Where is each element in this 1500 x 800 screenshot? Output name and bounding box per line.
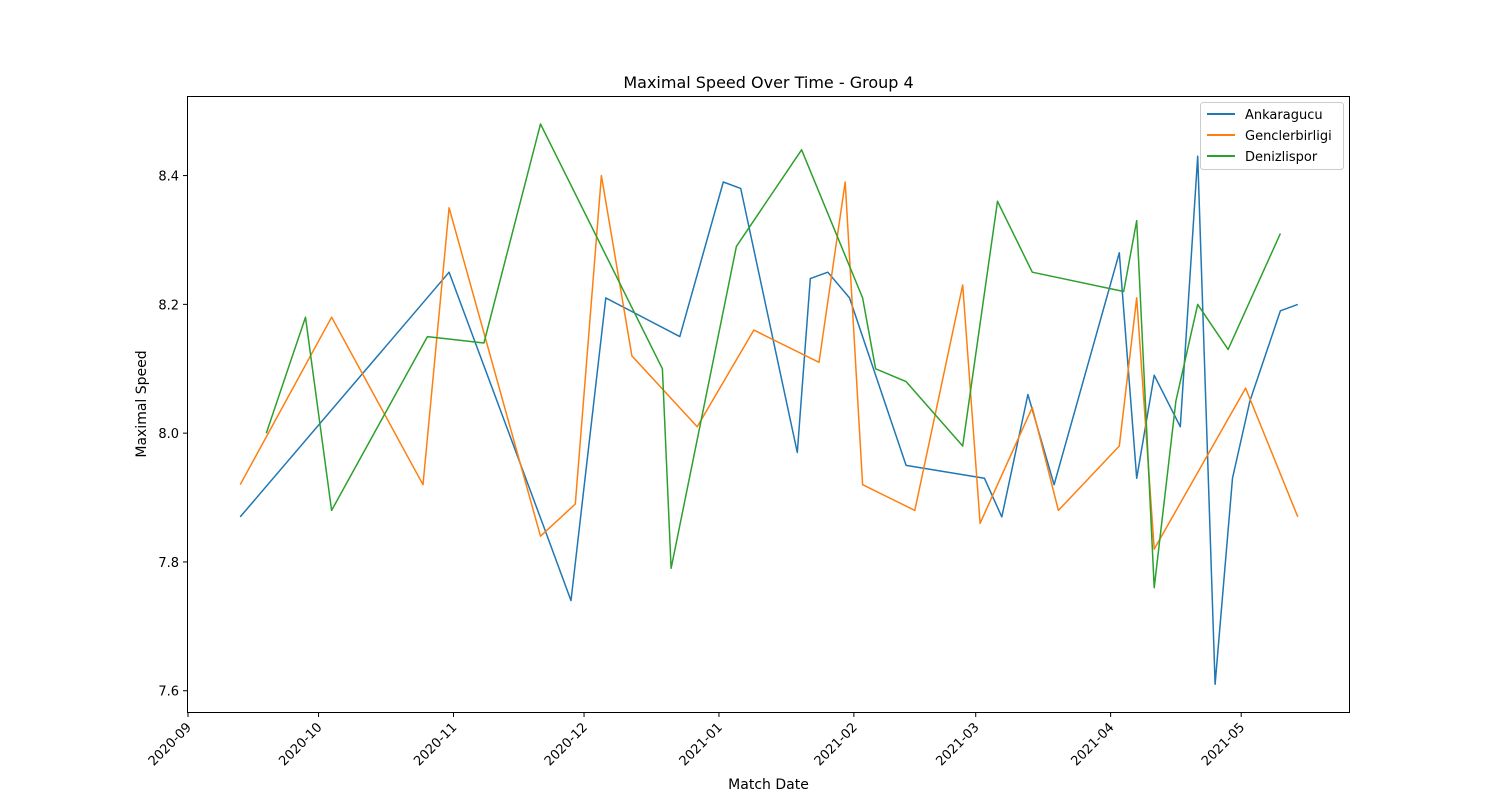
x-axis-label: Match Date	[728, 777, 809, 793]
y-axis: 7.6 7.8 8.0 8.2 8.4	[158, 170, 188, 700]
series-line-denizlispor	[265, 123, 1282, 589]
y-tick-label: 8.4	[158, 170, 179, 185]
y-tick-label: 7.6	[158, 685, 179, 700]
x-tick-label: 2021-02	[812, 720, 861, 769]
legend-label-denizlispor: Denizlispor	[1245, 150, 1318, 165]
y-tick-label: 7.8	[158, 556, 179, 571]
y-tick-label: 8.2	[158, 298, 179, 313]
series-line-ankaragucu	[239, 155, 1299, 686]
x-tick-label: 2020-10	[276, 720, 325, 769]
x-axis: 2020-09 2020-10 2020-11 2020-12 2021-01 2021-…	[146, 712, 1248, 769]
axes-frame	[187, 96, 1350, 713]
y-tick-label: 8.0	[158, 427, 179, 442]
legend: Ankaragucu Genclerbirligi Denizlispor	[1200, 102, 1344, 170]
legend-label-ankaragucu: Ankaragucu	[1245, 108, 1323, 123]
legend-frame	[1200, 102, 1344, 170]
x-tick-label: 2021-04	[1068, 720, 1117, 769]
series-line-genclerbirligi	[239, 174, 1299, 550]
x-tick-label: 2021-05	[1199, 720, 1248, 769]
chart-title: Maximal Speed Over Time - Group 4	[623, 73, 913, 92]
x-tick-label: 2021-01	[677, 720, 726, 769]
plot-area	[239, 123, 1299, 686]
x-tick-label: 2021-03	[934, 720, 983, 769]
legend-label-genclerbirligi: Genclerbirligi	[1245, 129, 1332, 144]
y-axis-label: Maximal Speed	[134, 350, 150, 457]
x-tick-label: 2020-09	[146, 720, 195, 769]
x-tick-label: 2020-12	[542, 720, 591, 769]
x-tick-label: 2020-11	[411, 720, 460, 769]
